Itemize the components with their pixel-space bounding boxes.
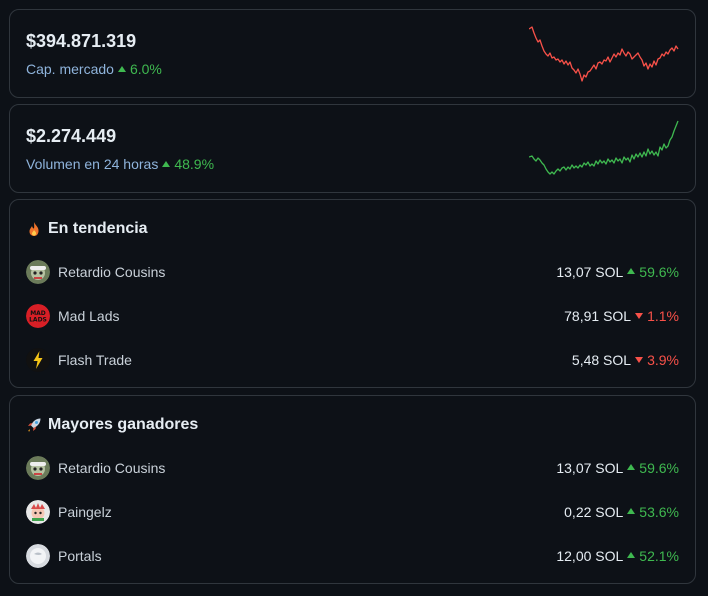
- trending-item-name: Retardio Cousins: [58, 264, 166, 280]
- trending-row-retardio-cousins[interactable]: Retardio Cousins 13,07 SOL 59.6%: [10, 250, 695, 294]
- price-value: 5,48 SOL: [571, 352, 632, 368]
- volume-subtitle: Volumen en 24 horas 48.9%: [26, 156, 214, 172]
- gainers-item-price: 13,07 SOL 59.6%: [556, 460, 679, 476]
- trending-item-price: 78,91 SOL 1.1%: [564, 308, 679, 324]
- volume-sparkline: [529, 120, 679, 175]
- trending-item-name: Mad Lads: [58, 308, 120, 324]
- volume-card[interactable]: $2.274.449 Volumen en 24 horas 48.9%: [9, 104, 696, 193]
- market-cap-change: 6.0%: [129, 61, 162, 77]
- trending-row-flash-trade[interactable]: Flash Trade 5,48 SOL 3.9%: [10, 338, 695, 382]
- price-change: 3.9%: [647, 352, 679, 368]
- price-change: 1.1%: [647, 308, 679, 324]
- mad-lads-avatar: MAD LADS: [26, 304, 50, 328]
- gainers-row-paingelz[interactable]: Paingelz 0,22 SOL 53.6%: [10, 490, 695, 534]
- top-gainers-title: Mayores ganadores: [48, 416, 199, 433]
- top-gainers-header: Mayores ganadores: [26, 416, 198, 434]
- price-change: 59.6%: [639, 460, 679, 476]
- gainers-item-name: Retardio Cousins: [58, 460, 166, 476]
- arrow-up-icon: [627, 268, 636, 274]
- trending-header: En tendencia: [26, 220, 148, 238]
- svg-text:LADS: LADS: [29, 317, 47, 324]
- gainers-item-price: 12,00 SOL 52.1%: [556, 548, 679, 564]
- price-value: 13,07 SOL: [556, 264, 624, 280]
- arrow-up-icon: [627, 552, 636, 558]
- gainers-item-name: Portals: [58, 548, 102, 564]
- gainers-item-price: 0,22 SOL 53.6%: [564, 504, 679, 520]
- paingelz-avatar: [26, 500, 50, 524]
- arrow-up-icon: [162, 161, 171, 168]
- gainers-item-name: Paingelz: [58, 504, 112, 520]
- price-change: 53.6%: [639, 504, 679, 520]
- rocket-icon: [28, 418, 41, 432]
- arrow-down-icon: [635, 356, 644, 363]
- arrow-up-icon: [627, 464, 636, 470]
- market-cap-label: Cap. mercado: [26, 61, 114, 77]
- trending-row-mad-lads[interactable]: MAD LADS Mad Lads 78,91 SOL 1.1%: [10, 294, 695, 338]
- price-value: 78,91 SOL: [564, 308, 632, 324]
- arrow-down-icon: [635, 312, 644, 319]
- trending-item-price: 13,07 SOL 59.6%: [556, 264, 679, 280]
- flash-trade-avatar: [26, 348, 50, 372]
- svg-text:MAD: MAD: [30, 310, 46, 317]
- price-value: 0,22 SOL: [564, 504, 624, 520]
- market-cap-sparkline: [529, 26, 679, 82]
- portals-avatar: [26, 544, 50, 568]
- arrow-up-icon: [117, 66, 126, 73]
- price-value: 13,07 SOL: [556, 460, 624, 476]
- volume-change: 48.9%: [174, 156, 215, 172]
- market-cap-subtitle: Cap. mercado 6.0%: [26, 61, 162, 77]
- volume-label: Volumen en 24 horas: [26, 156, 159, 172]
- price-change: 59.6%: [639, 264, 679, 280]
- market-cap-value: $394.871.319: [26, 31, 137, 51]
- market-cap-card[interactable]: $394.871.319 Cap. mercado 6.0%: [9, 9, 696, 98]
- gainers-row-portals[interactable]: Portals 12,00 SOL 52.1%: [10, 534, 695, 578]
- volume-value: $2.274.449: [26, 126, 117, 146]
- price-change: 52.1%: [639, 548, 679, 564]
- price-value: 12,00 SOL: [556, 548, 624, 564]
- trending-item-name: Flash Trade: [58, 352, 132, 368]
- arrow-up-icon: [627, 508, 636, 514]
- trending-item-price: 5,48 SOL 3.9%: [572, 352, 679, 368]
- retardio-avatar: [26, 456, 50, 480]
- fire-icon: [29, 222, 39, 236]
- trending-title: En tendencia: [48, 220, 148, 237]
- gainers-row-retardio-cousins[interactable]: Retardio Cousins 13,07 SOL 59.6%: [10, 446, 695, 490]
- retardio-avatar: [26, 260, 50, 284]
- top-gainers-card: Mayores ganadores Retardio Cousins 13,07…: [9, 395, 696, 584]
- trending-card: En tendencia Retardio Cousins 13,07 SOL 5…: [9, 199, 696, 388]
